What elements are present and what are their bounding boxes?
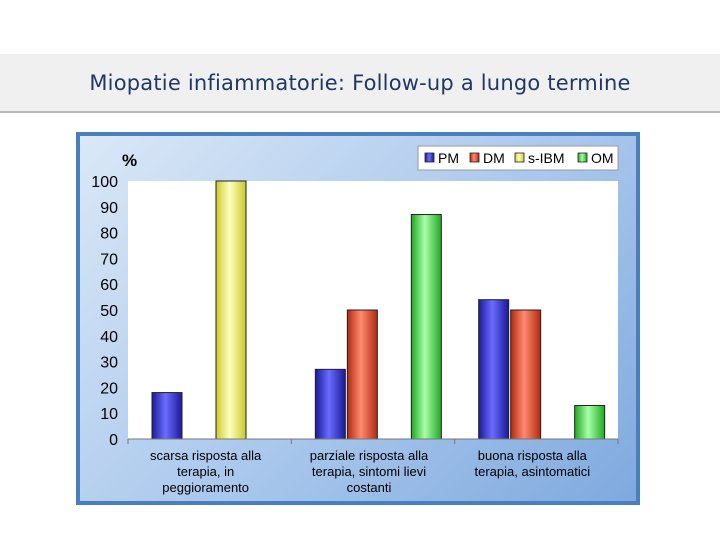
y-tick-label: 50 <box>100 303 118 320</box>
y-tick-label: 80 <box>100 226 118 243</box>
y-tick-label: 20 <box>100 380 118 397</box>
bar-dm-1 <box>346 309 378 440</box>
y-tick-label: 10 <box>100 406 118 423</box>
bar-pm-1 <box>314 368 346 440</box>
y-tick-label: 30 <box>100 355 118 372</box>
legend-swatch-s-ibm <box>514 152 525 163</box>
y-tick-label: 70 <box>100 251 118 268</box>
legend-swatch-dm <box>469 152 480 163</box>
x-category-label: terapia, asintomatici <box>475 464 591 479</box>
y-tick-label: 0 <box>109 432 118 449</box>
x-category-label: costanti <box>347 480 392 495</box>
bar-s-ibm-0 <box>215 180 247 440</box>
legend-label-pm: PM <box>438 150 459 166</box>
bar-dm-2 <box>510 309 542 440</box>
x-category-label: scarsa risposta alla <box>150 448 262 463</box>
bar-pm-2 <box>478 299 510 440</box>
legend-label-dm: DM <box>483 150 505 166</box>
x-category-label: parziale risposta alla <box>310 448 429 463</box>
x-category-label: terapia, in <box>177 464 234 479</box>
legend-swatch-om <box>577 152 588 163</box>
bar-pm-0 <box>151 392 183 440</box>
legend-label-s-ibm: s-IBM <box>528 150 565 166</box>
y-axis-label: % <box>122 151 137 170</box>
x-category-label: buona risposta alla <box>478 448 588 463</box>
y-tick-label: 90 <box>100 200 118 217</box>
bar-om-1 <box>410 214 442 440</box>
y-tick-label: 40 <box>100 329 118 346</box>
y-tick-label: 100 <box>91 174 118 191</box>
y-tick-label: 60 <box>100 277 118 294</box>
legend-label-om: OM <box>591 150 614 166</box>
legend: PM DM s-IBM OM <box>417 145 619 171</box>
x-category-label: peggioramento <box>162 480 249 495</box>
bar-om-2 <box>574 404 606 440</box>
legend-swatch-pm <box>424 152 435 163</box>
x-category-label: terapia, sintomi lievi <box>312 464 426 479</box>
slide-title: Miopatie infiammatorie: Follow-up a lung… <box>89 70 631 95</box>
title-band: Miopatie infiammatorie: Follow-up a lung… <box>0 54 720 113</box>
